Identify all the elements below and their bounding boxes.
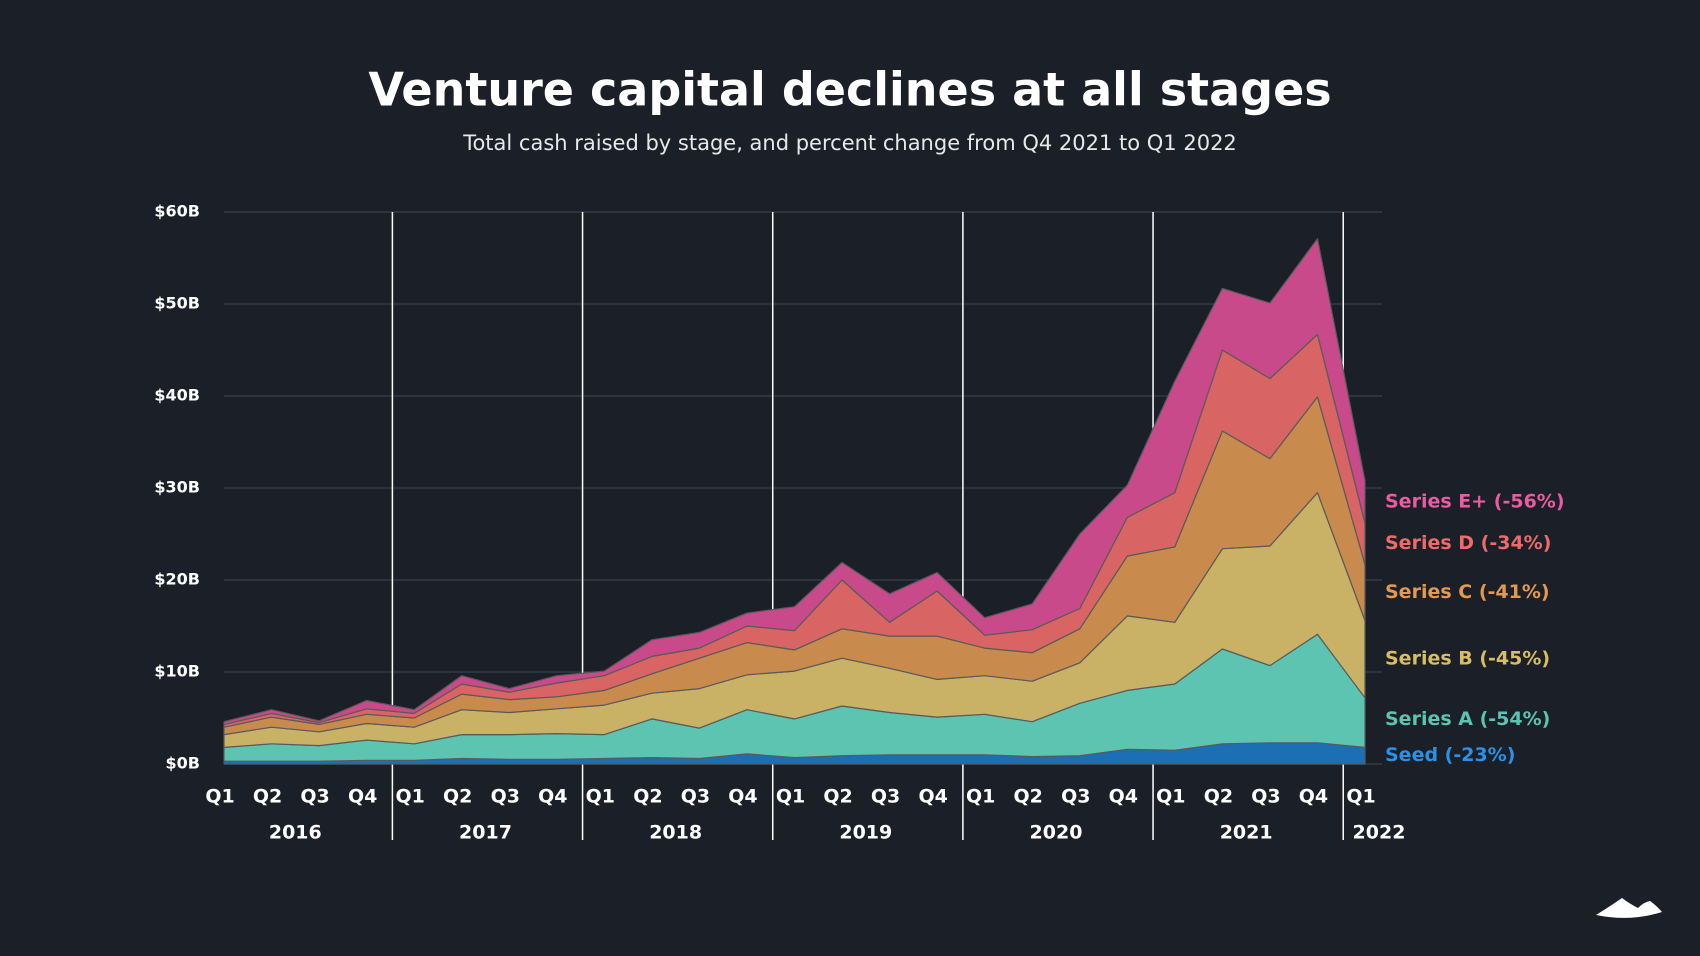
x-tick-label: Q1	[1156, 786, 1185, 808]
series-label: Series C (-41%)	[1385, 581, 1550, 603]
series-label: Series A (-54%)	[1385, 708, 1550, 730]
x-tick-label: Q3	[871, 786, 900, 808]
logo	[1596, 898, 1662, 918]
x-tick-label: Q2	[633, 786, 662, 808]
x-tick-label: Q1	[395, 786, 424, 808]
x-tick-label: Q3	[1251, 786, 1280, 808]
x-tick-label: Q1	[205, 786, 234, 808]
x-tick-label: Q3	[1061, 786, 1090, 808]
x-tick-label: Q3	[300, 786, 329, 808]
x-tick-label: Q4	[728, 786, 757, 808]
x-tick-label: Q2	[1204, 786, 1233, 808]
series-label: Series B (-45%)	[1385, 648, 1550, 670]
x-tick-label: Q2	[823, 786, 852, 808]
x-tick-label: Q4	[918, 786, 947, 808]
series-label: Series E+ (-56%)	[1385, 490, 1565, 512]
y-tick-label: $10B	[154, 662, 200, 681]
x-tick-label: Q1	[776, 786, 805, 808]
year-label: 2017	[459, 822, 512, 844]
y-tick-label: $0B	[166, 754, 200, 773]
year-label: 2022	[1353, 822, 1406, 844]
x-tick-label: Q2	[253, 786, 282, 808]
chart-title: Venture capital declines at all stages	[368, 63, 1331, 117]
year-label: 2019	[839, 822, 892, 844]
x-tick-label: Q3	[491, 786, 520, 808]
y-tick-label: $40B	[154, 386, 200, 405]
x-tick-label: Q1	[966, 786, 995, 808]
area	[223, 238, 1366, 725]
y-tick-label: $30B	[154, 478, 200, 497]
series-label: Series D (-34%)	[1385, 532, 1551, 554]
year-label: 2016	[269, 822, 322, 844]
year-label: 2021	[1220, 822, 1273, 844]
x-tick-label: Q4	[348, 786, 377, 808]
series-label: Seed (-23%)	[1385, 744, 1515, 766]
chart-subtitle: Total cash raised by stage, and percent …	[462, 131, 1237, 155]
x-tick-label: Q1	[1346, 786, 1375, 808]
x-tick-label: Q2	[443, 786, 472, 808]
year-label: 2020	[1030, 822, 1083, 844]
x-tick-label: Q1	[586, 786, 615, 808]
y-tick-label: $20B	[154, 570, 200, 589]
y-tick-label: $50B	[154, 294, 200, 313]
x-tick-label: Q4	[538, 786, 567, 808]
x-tick-label: Q4	[1299, 786, 1328, 808]
y-tick-label: $60B	[154, 202, 200, 221]
x-tick-label: Q3	[681, 786, 710, 808]
x-tick-label: Q4	[1109, 786, 1138, 808]
year-label: 2018	[649, 822, 702, 844]
x-tick-label: Q2	[1014, 786, 1043, 808]
